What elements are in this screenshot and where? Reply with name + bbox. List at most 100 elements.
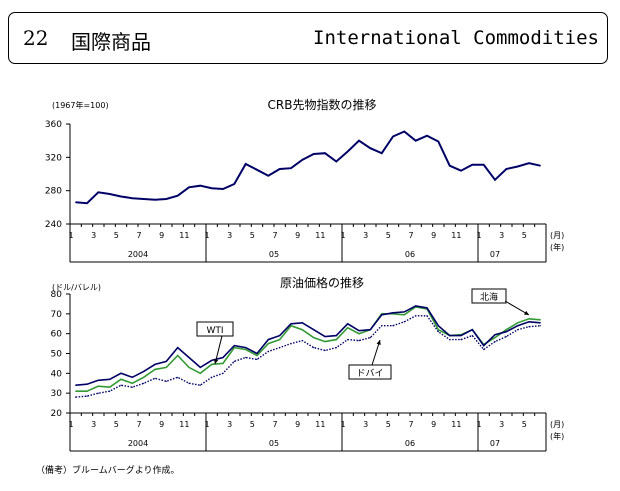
x-unit-year: (年) (550, 431, 564, 441)
data-point (154, 363, 156, 365)
x-month-label: 5 (386, 231, 391, 240)
data-point (86, 202, 88, 204)
annotation-brent-label: 北海 (480, 291, 498, 303)
data-point (313, 329, 315, 331)
data-point (165, 366, 167, 368)
x-year-label: 2004 (128, 439, 148, 448)
data-point (460, 335, 462, 337)
x-year-label: 2004 (128, 250, 148, 259)
data-point (392, 135, 394, 138)
annotation-wti-box (196, 321, 234, 337)
data-point (256, 358, 258, 360)
data-point (109, 390, 111, 392)
data-point (369, 337, 371, 339)
data-point (290, 323, 292, 325)
data-point (381, 314, 383, 316)
data-point (528, 162, 530, 164)
data-point (120, 195, 122, 198)
series-line-dubai (75, 315, 541, 398)
data-point (403, 130, 405, 133)
data-point (177, 376, 179, 378)
data-point (233, 183, 235, 185)
data-point (75, 384, 77, 386)
data-point (324, 336, 326, 338)
data-point (335, 347, 337, 349)
x-month-label: 5 (386, 420, 391, 429)
x-month-label: 7 (408, 231, 413, 240)
x-month-label: 9 (431, 420, 436, 429)
x-month-label: 11 (451, 420, 461, 429)
x-month-label: 11 (179, 231, 189, 240)
data-point (222, 188, 224, 190)
y-tick-label: 50 (51, 350, 63, 360)
data-point (131, 197, 133, 199)
data-point (256, 354, 258, 357)
x-month-label: 9 (431, 231, 436, 240)
data-point (267, 339, 269, 341)
y-tick-label: 20 (51, 409, 63, 419)
x-year-label: 07 (490, 439, 500, 448)
data-point (267, 350, 269, 353)
x-month-label: 7 (408, 420, 413, 429)
data-point (403, 314, 405, 316)
data-point (313, 153, 315, 155)
x-year-label: 06 (405, 250, 415, 259)
y-tick-label: 40 (51, 369, 63, 379)
data-point (267, 343, 269, 345)
data-point (539, 322, 541, 324)
data-point (199, 372, 201, 374)
annotation-wti-arrow (214, 335, 223, 365)
data-point (324, 341, 326, 343)
x-month-label: 9 (295, 420, 300, 429)
data-point (245, 163, 247, 165)
x-year-label: 07 (490, 250, 500, 259)
data-point (109, 386, 111, 388)
data-point (517, 322, 519, 324)
data-point (245, 356, 247, 359)
data-point (539, 319, 541, 321)
data-point (517, 325, 519, 327)
x-month-label: 1 (68, 231, 73, 240)
x-month-label: 1 (340, 231, 345, 240)
data-point (347, 339, 349, 341)
x-month-label: 5 (522, 420, 527, 429)
data-point (233, 360, 235, 362)
data-point (222, 362, 224, 364)
data-point (199, 384, 201, 386)
data-point (437, 329, 439, 331)
data-point (199, 185, 201, 187)
data-point (177, 195, 179, 197)
data-point (211, 187, 213, 189)
data-point (143, 370, 145, 372)
data-point (143, 376, 145, 378)
x-month-label: 7 (272, 231, 277, 240)
data-point (460, 339, 462, 341)
data-point (290, 325, 292, 327)
series-line-wti (75, 305, 541, 386)
data-point (86, 395, 88, 397)
x-unit-year: (年) (550, 242, 564, 252)
data-point (301, 340, 303, 342)
data-point (211, 363, 213, 365)
x-month-label: 1 (476, 420, 481, 429)
x-month-label: 5 (250, 420, 255, 429)
data-point (392, 325, 394, 327)
data-point (437, 331, 439, 333)
y-axis-label: (ドル/バレル) (52, 283, 101, 292)
data-point (358, 333, 360, 335)
data-point (437, 325, 439, 327)
data-point (517, 329, 519, 331)
section-header: 22 国際商品 International Commodities (8, 12, 608, 64)
x-month-label: 11 (451, 231, 461, 240)
data-point (188, 366, 190, 368)
x-unit-month: (月) (550, 231, 564, 240)
data-point (279, 339, 281, 341)
section-title-ja: 国際商品 (71, 30, 151, 54)
data-point (245, 348, 247, 351)
x-month-label: 11 (315, 231, 325, 240)
section-title-en: International Commodities (313, 27, 599, 49)
data-point (358, 140, 360, 142)
data-point (324, 152, 326, 154)
data-point (97, 385, 99, 387)
